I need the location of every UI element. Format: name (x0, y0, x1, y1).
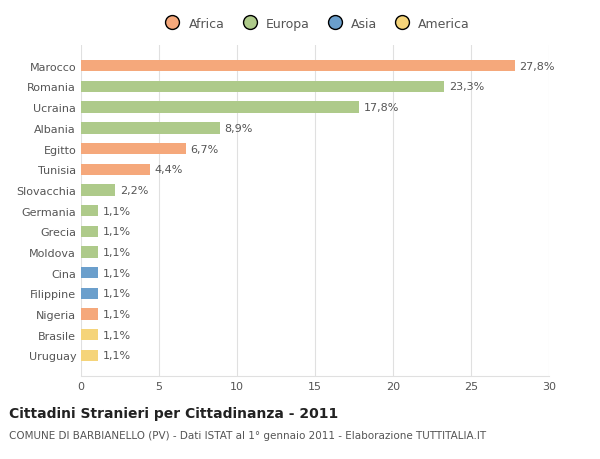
Bar (81, 309, 98, 320)
Text: 1,1%: 1,1% (103, 247, 131, 257)
Bar (81, 144, 185, 155)
Bar (81, 268, 98, 279)
Bar (81, 206, 98, 217)
Text: 23,3%: 23,3% (449, 82, 484, 92)
Text: 27,8%: 27,8% (520, 62, 555, 72)
Text: 1,1%: 1,1% (103, 330, 131, 340)
Bar (81, 226, 98, 237)
Legend: Africa, Europa, Asia, America: Africa, Europa, Asia, America (157, 15, 473, 33)
Text: 1,1%: 1,1% (103, 268, 131, 278)
Bar (81, 82, 445, 93)
Bar (81, 61, 515, 72)
Text: 6,7%: 6,7% (190, 144, 218, 154)
Bar (81, 288, 98, 299)
Bar (81, 350, 98, 361)
Text: 1,1%: 1,1% (103, 351, 131, 361)
Text: 2,2%: 2,2% (120, 185, 148, 196)
Bar (81, 330, 98, 341)
Bar (81, 247, 98, 258)
Bar (81, 123, 220, 134)
Bar (81, 185, 115, 196)
Text: 1,1%: 1,1% (103, 227, 131, 237)
Text: 8,9%: 8,9% (224, 123, 253, 134)
Bar (81, 102, 359, 113)
Text: 17,8%: 17,8% (364, 103, 399, 113)
Text: 1,1%: 1,1% (103, 206, 131, 216)
Text: 4,4%: 4,4% (154, 165, 182, 175)
Text: COMUNE DI BARBIANELLO (PV) - Dati ISTAT al 1° gennaio 2011 - Elaborazione TUTTIT: COMUNE DI BARBIANELLO (PV) - Dati ISTAT … (9, 431, 486, 441)
Text: Cittadini Stranieri per Cittadinanza - 2011: Cittadini Stranieri per Cittadinanza - 2… (9, 406, 338, 420)
Bar (81, 164, 149, 175)
Text: 1,1%: 1,1% (103, 309, 131, 319)
Text: 1,1%: 1,1% (103, 289, 131, 299)
